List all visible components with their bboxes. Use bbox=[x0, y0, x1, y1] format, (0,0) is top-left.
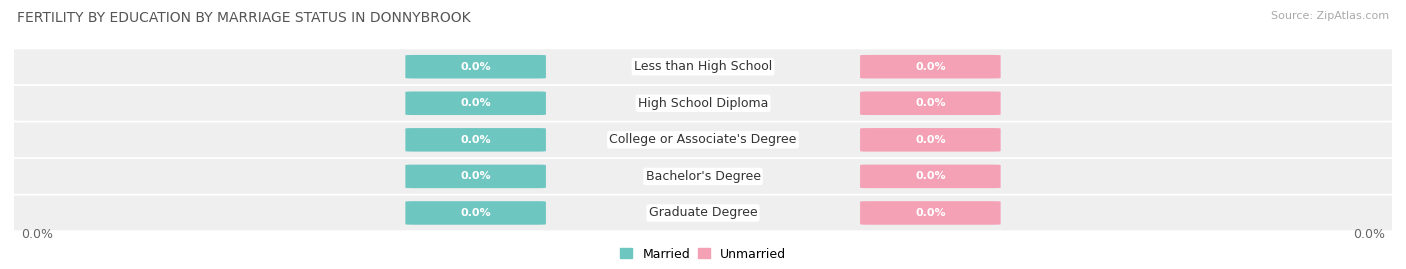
FancyBboxPatch shape bbox=[860, 91, 1001, 115]
Text: Less than High School: Less than High School bbox=[634, 60, 772, 73]
Text: 0.0%: 0.0% bbox=[915, 62, 946, 72]
FancyBboxPatch shape bbox=[11, 159, 1395, 194]
Text: 0.0%: 0.0% bbox=[915, 98, 946, 108]
FancyBboxPatch shape bbox=[405, 128, 546, 152]
Text: 0.0%: 0.0% bbox=[460, 208, 491, 218]
FancyBboxPatch shape bbox=[405, 201, 546, 225]
Text: Source: ZipAtlas.com: Source: ZipAtlas.com bbox=[1271, 11, 1389, 21]
FancyBboxPatch shape bbox=[860, 165, 1001, 188]
FancyBboxPatch shape bbox=[860, 201, 1001, 225]
Text: High School Diploma: High School Diploma bbox=[638, 97, 768, 110]
FancyBboxPatch shape bbox=[405, 55, 546, 79]
FancyBboxPatch shape bbox=[405, 165, 546, 188]
Text: College or Associate's Degree: College or Associate's Degree bbox=[609, 133, 797, 146]
FancyBboxPatch shape bbox=[11, 196, 1395, 230]
FancyBboxPatch shape bbox=[11, 122, 1395, 157]
Text: 0.0%: 0.0% bbox=[460, 171, 491, 181]
Legend: Married, Unmarried: Married, Unmarried bbox=[620, 247, 786, 261]
Text: Graduate Degree: Graduate Degree bbox=[648, 206, 758, 220]
Text: 0.0%: 0.0% bbox=[21, 228, 53, 241]
Text: 0.0%: 0.0% bbox=[460, 62, 491, 72]
Text: Bachelor's Degree: Bachelor's Degree bbox=[645, 170, 761, 183]
Text: 0.0%: 0.0% bbox=[460, 135, 491, 145]
FancyBboxPatch shape bbox=[860, 128, 1001, 152]
FancyBboxPatch shape bbox=[405, 91, 546, 115]
FancyBboxPatch shape bbox=[11, 49, 1395, 84]
Text: 0.0%: 0.0% bbox=[915, 135, 946, 145]
Text: 0.0%: 0.0% bbox=[915, 171, 946, 181]
FancyBboxPatch shape bbox=[860, 55, 1001, 79]
Text: FERTILITY BY EDUCATION BY MARRIAGE STATUS IN DONNYBROOK: FERTILITY BY EDUCATION BY MARRIAGE STATU… bbox=[17, 11, 471, 25]
Text: 0.0%: 0.0% bbox=[915, 208, 946, 218]
Text: 0.0%: 0.0% bbox=[1353, 228, 1385, 241]
FancyBboxPatch shape bbox=[11, 86, 1395, 121]
Text: 0.0%: 0.0% bbox=[460, 98, 491, 108]
